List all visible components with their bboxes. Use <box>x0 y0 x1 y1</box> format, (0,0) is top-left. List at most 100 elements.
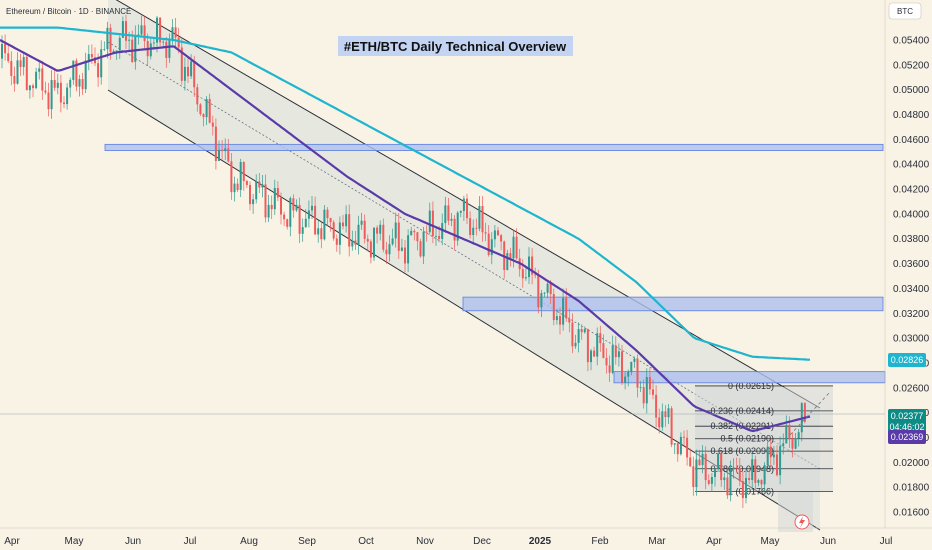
candle-body <box>453 218 456 241</box>
candle-body <box>760 480 763 485</box>
candle-body <box>214 126 217 161</box>
candle-body <box>580 329 583 333</box>
candle-body <box>710 477 713 484</box>
candle-body <box>230 161 233 193</box>
candle-body <box>125 21 127 41</box>
candle-body <box>236 183 239 190</box>
candle-body <box>171 27 174 41</box>
candle-body <box>63 102 65 105</box>
candle-body <box>763 465 766 485</box>
candle-body <box>549 283 552 295</box>
candle-body <box>345 214 348 227</box>
candle-body <box>152 42 155 44</box>
price-badge-text: 0.02377 <box>891 411 924 421</box>
currency-button[interactable]: BTC <box>888 2 922 20</box>
candle-body <box>301 227 304 234</box>
price-tick-label: 0.02600 <box>893 383 930 394</box>
candle-body <box>636 358 639 388</box>
candle-body <box>438 235 441 239</box>
price-tick-label: 0.04200 <box>893 185 930 196</box>
candle-body <box>239 162 242 190</box>
candle-body <box>168 40 171 58</box>
candle-body <box>187 66 189 77</box>
candle-body <box>273 188 276 210</box>
candle-body <box>534 274 537 276</box>
candle-body <box>676 443 679 455</box>
price-tick-label: 0.05400 <box>893 36 930 47</box>
candle-body <box>769 446 772 458</box>
time-tick-label: Apr <box>706 536 722 547</box>
candle-body <box>692 466 695 488</box>
candle-body <box>751 459 754 480</box>
candle-body <box>487 233 490 256</box>
candle-body <box>407 235 410 264</box>
candle-body <box>726 477 729 496</box>
countdown-badge-text: 04:46:02 <box>889 422 924 432</box>
candle-body <box>90 54 93 58</box>
candle-body <box>208 98 211 123</box>
candle-body <box>224 148 227 152</box>
time-tick-label: Apr <box>4 536 20 547</box>
candle-body <box>596 333 599 357</box>
candle-body <box>614 345 617 358</box>
candle-body <box>44 90 47 93</box>
candle-body <box>478 206 481 229</box>
candle-body <box>143 25 146 41</box>
time-tick-label: May <box>761 536 780 547</box>
candle-body <box>720 453 723 481</box>
candle-body <box>97 63 100 78</box>
candle-body <box>13 75 16 84</box>
candle-body <box>543 292 546 294</box>
candle-body <box>524 277 527 279</box>
candle-body <box>732 467 735 469</box>
candle-body <box>571 322 574 347</box>
candle-body <box>652 389 654 395</box>
candle-body <box>791 439 794 449</box>
candle-body <box>193 61 196 88</box>
candle-body <box>428 210 431 233</box>
lightning-icon[interactable] <box>794 514 810 530</box>
candle-body <box>757 480 760 483</box>
candle-body <box>413 230 416 233</box>
candle-body <box>645 377 648 404</box>
candle-body <box>735 467 738 469</box>
candle-body <box>366 238 369 242</box>
candle-body <box>137 34 140 36</box>
candle-body <box>245 181 248 185</box>
price-tick-label: 0.03200 <box>893 309 930 320</box>
candle-body <box>342 222 344 227</box>
candle-body <box>738 467 741 482</box>
candle-body <box>754 459 757 483</box>
candle-body <box>717 453 720 470</box>
candle-body <box>28 85 31 91</box>
time-tick-label: Aug <box>240 536 258 547</box>
candle-body <box>100 49 103 78</box>
candle-body <box>317 228 320 235</box>
candle-body <box>72 60 75 80</box>
ma-fast-line <box>0 39 811 433</box>
candle-body <box>25 56 28 91</box>
price-tick-label: 0.04000 <box>893 209 930 220</box>
candle-body <box>94 57 96 64</box>
time-tick-label: May <box>65 536 84 547</box>
candle-body <box>87 54 90 61</box>
candle-body <box>577 329 580 343</box>
candle-body <box>128 39 131 41</box>
candle-body <box>459 210 462 213</box>
ma-slow-line <box>0 26 811 361</box>
resistance-zone <box>462 296 884 312</box>
candle-body <box>679 436 682 455</box>
candle-body <box>450 218 453 221</box>
candle-body <box>289 198 292 227</box>
candle-body <box>38 68 41 72</box>
price-tick-label: 0.04400 <box>893 160 930 171</box>
candle-body <box>335 238 338 245</box>
candle-body <box>419 241 422 257</box>
price-tick-label: 0.03600 <box>893 259 930 270</box>
candle-body <box>267 204 270 218</box>
candle-body <box>642 387 645 404</box>
candle-body <box>416 232 419 242</box>
candle-body <box>35 71 38 89</box>
candle-body <box>658 417 661 428</box>
